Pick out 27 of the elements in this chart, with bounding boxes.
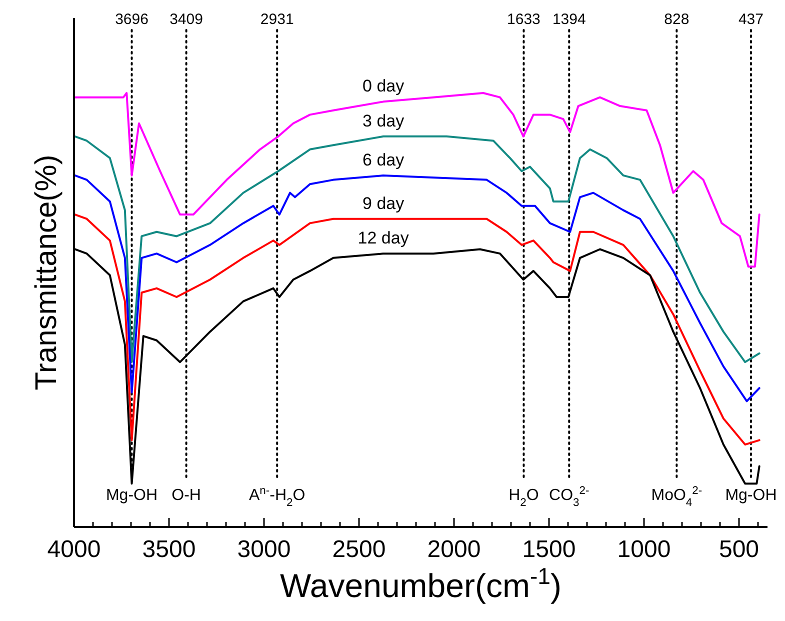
- x-tick-label: 4000: [47, 536, 101, 563]
- annotation: A$^{n-}$-H$_{2}$O: [249, 485, 306, 509]
- series-label: 0 day: [362, 76, 405, 96]
- ref-line-label: 3409: [170, 11, 203, 28]
- ref-line-label: 437: [738, 11, 764, 28]
- series-label: 9 day: [362, 194, 405, 213]
- x-tick-label: 500: [718, 536, 760, 563]
- ref-line-label: 3696: [115, 11, 148, 28]
- x-tick-label: 2000: [427, 536, 481, 563]
- ref-line-label: 1394: [552, 11, 586, 28]
- ref-line-label: 2931: [260, 11, 294, 28]
- x-tick-label: 1000: [617, 536, 671, 563]
- x-tick-label: 1500: [522, 536, 576, 563]
- ref-line-label: 828: [664, 11, 690, 28]
- series-label: 12 day: [358, 228, 410, 248]
- annotation: H$_{2}$O: [508, 487, 539, 509]
- annotation: Mg-OH: [725, 487, 777, 504]
- ref-line-label: 1633: [507, 11, 540, 28]
- series-label: 3 day: [362, 111, 405, 130]
- x-tick-label: 3500: [142, 536, 196, 563]
- x-tick-label: 3000: [237, 536, 291, 563]
- x-axis-title: Wavenumber(cm$^{-1}$): [280, 563, 562, 604]
- y-axis-title: Transmittance(%): [30, 154, 63, 390]
- annotation: O-H: [172, 487, 201, 504]
- series-label: 6 day: [362, 150, 405, 170]
- x-tick-label: 2500: [332, 536, 386, 563]
- annotation: Mg-OH: [106, 487, 158, 504]
